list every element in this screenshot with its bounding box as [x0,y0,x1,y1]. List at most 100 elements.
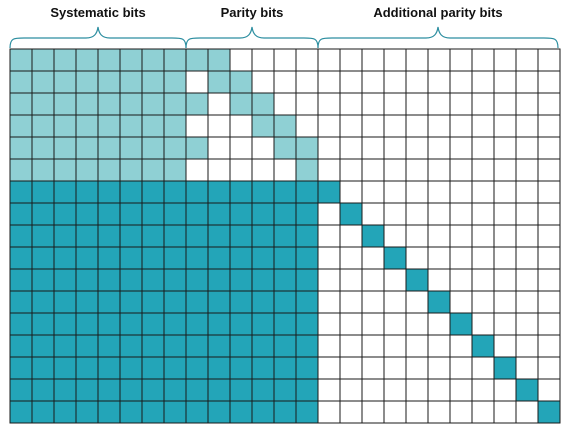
matrix-cell-filled [54,159,76,181]
matrix-cell-filled [32,115,54,137]
matrix-cell-filled [428,291,450,313]
matrix-cell-filled [76,247,98,269]
matrix-cell-filled [142,401,164,423]
matrix-cell-filled [252,291,274,313]
matrix-cell-filled [252,181,274,203]
matrix-cell-filled [274,225,296,247]
matrix-cell-filled [120,379,142,401]
braces [9,26,559,49]
matrix-cell-filled [10,291,32,313]
matrix-cell-filled [76,379,98,401]
matrix-cell-filled [164,269,186,291]
matrix-cell-filled [208,181,230,203]
matrix-cell-filled [274,313,296,335]
parity-bits-brace [185,26,319,49]
matrix-cell-filled [142,137,164,159]
matrix-cell-filled [10,247,32,269]
matrix-cell-filled [120,203,142,225]
matrix-cell-filled [384,247,406,269]
matrix-cell-filled [274,181,296,203]
matrix-cell-filled [252,93,274,115]
matrix-cell-filled [32,203,54,225]
matrix-cell-filled [98,203,120,225]
matrix-cell-filled [54,71,76,93]
systematic-bits-label: Systematic bits [50,5,145,20]
matrix-cell-filled [10,49,32,71]
matrix-cell-filled [208,49,230,71]
matrix-cell-filled [164,313,186,335]
matrix-cell-filled [32,159,54,181]
matrix-cell-filled [32,71,54,93]
matrix-cell-filled [98,401,120,423]
matrix-cell-filled [120,49,142,71]
matrix-cell-filled [76,357,98,379]
matrix-cell-filled [230,357,252,379]
matrix-cell-filled [252,247,274,269]
matrix-cell-filled [230,247,252,269]
matrix-cell-filled [10,93,32,115]
additional-parity-bits-label: Additional parity bits [373,5,502,20]
matrix-cell-filled [32,379,54,401]
matrix-cell-filled [98,71,120,93]
matrix-cell-filled [98,313,120,335]
matrix-cell-filled [208,379,230,401]
matrix-cell-filled [208,269,230,291]
matrix-cell-filled [208,71,230,93]
matrix-cell-filled [208,357,230,379]
matrix-cell-filled [362,225,384,247]
matrix-cell-filled [76,313,98,335]
matrix-cell-filled [54,401,76,423]
matrix-cell-filled [32,291,54,313]
matrix-cell-filled [98,247,120,269]
matrix-cell-filled [296,357,318,379]
matrix-cell-filled [54,313,76,335]
parity-bits-label: Parity bits [221,5,284,20]
matrix-cell-filled [120,225,142,247]
matrix-cell-filled [208,203,230,225]
matrix-cell-filled [76,335,98,357]
matrix-cell-filled [98,335,120,357]
matrix-cell-filled [120,137,142,159]
matrix-cell-filled [274,137,296,159]
matrix-cell-filled [186,313,208,335]
matrix-cell-filled [120,115,142,137]
matrix-cell-filled [208,313,230,335]
matrix-cell-filled [98,291,120,313]
matrix-cell-filled [32,225,54,247]
matrix-cell-filled [296,269,318,291]
matrix-cell-filled [164,357,186,379]
matrix-cell-filled [76,401,98,423]
matrix-cell-filled [164,335,186,357]
matrix-cell-filled [274,335,296,357]
matrix-cell-filled [54,115,76,137]
matrix-cell-filled [120,401,142,423]
matrix-cell-filled [76,203,98,225]
matrix-cell-filled [186,49,208,71]
matrix-cell-filled [252,225,274,247]
matrix-cell-filled [164,203,186,225]
matrix-cell-filled [186,379,208,401]
matrix-cell-filled [76,115,98,137]
matrix-cell-filled [142,49,164,71]
matrix-cell-filled [120,313,142,335]
matrix-cell-filled [230,291,252,313]
matrix-cell-filled [164,159,186,181]
matrix-cell-filled [54,181,76,203]
matrix-cell-filled [32,137,54,159]
matrix-cell-filled [32,247,54,269]
matrix-cell-filled [472,335,494,357]
matrix-cell-filled [274,379,296,401]
matrix-cell-filled [230,203,252,225]
matrix-cell-filled [296,181,318,203]
matrix-cell-filled [54,357,76,379]
matrix-cell-filled [208,401,230,423]
matrix-cell-filled [120,159,142,181]
matrix-cell-filled [164,93,186,115]
matrix-cell-filled [98,357,120,379]
matrix-cell-filled [142,379,164,401]
matrix-cell-filled [98,181,120,203]
matrix-cell-filled [142,291,164,313]
matrix-cell-filled [406,269,428,291]
matrix-cell-filled [274,401,296,423]
matrix-cell-filled [252,401,274,423]
